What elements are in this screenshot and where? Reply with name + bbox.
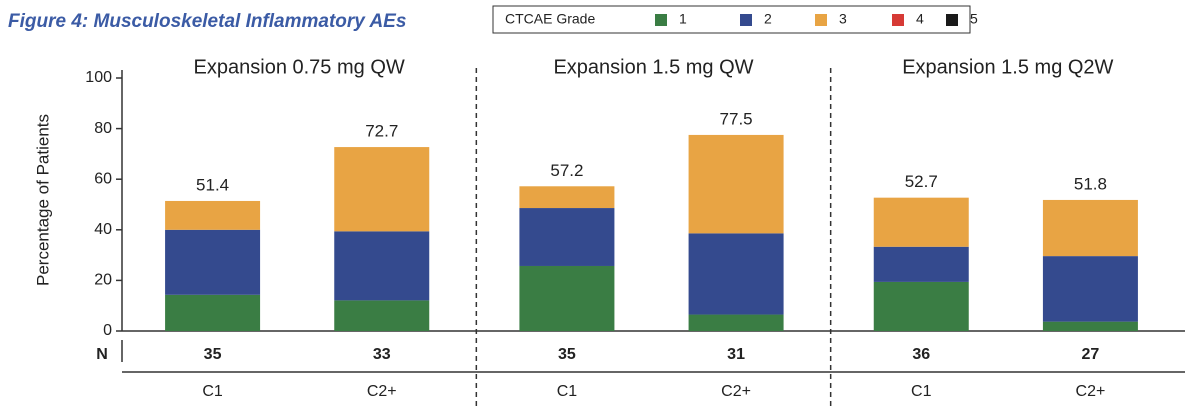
n-value: 35 (558, 346, 576, 363)
legend-swatch (655, 14, 667, 26)
group-title: Expansion 0.75 mg QW (194, 56, 405, 78)
total-label: 51.8 (1074, 174, 1107, 193)
bar-segment (688, 314, 784, 331)
y-tick-label: 80 (94, 120, 112, 137)
bar-segment (1042, 256, 1138, 322)
n-value: 31 (727, 346, 745, 363)
y-tick-label: 20 (94, 272, 112, 289)
x-tick-label: C1 (911, 383, 932, 400)
bar-segment (688, 233, 784, 315)
legend-swatch (946, 14, 958, 26)
bar-segment (873, 281, 969, 331)
x-tick-label: C2+ (367, 383, 397, 400)
legend-box (492, 5, 971, 34)
total-label: 52.7 (905, 172, 938, 191)
x-tick-label: C1 (202, 383, 223, 400)
x-tick-label: C2+ (1076, 383, 1106, 400)
n-value: 27 (1082, 346, 1100, 363)
n-value: 36 (912, 346, 930, 363)
y-tick-label: 100 (85, 69, 112, 86)
bar-segment (1042, 199, 1138, 257)
bar-segment (873, 246, 969, 282)
bar-segment (334, 300, 430, 331)
legend-swatch (815, 14, 827, 26)
bar-segment (1042, 321, 1138, 331)
n-value: 35 (204, 346, 222, 363)
bar-segment (519, 265, 615, 331)
x-tick-label: C1 (557, 383, 578, 400)
total-label: 57.2 (550, 161, 583, 180)
y-tick-label: 60 (94, 170, 112, 187)
legend-title: CTCAE Grade (505, 11, 595, 27)
chart-title: Figure 4: Musculoskeletal Inflammatory A… (8, 11, 406, 32)
legend-label: 1 (679, 11, 687, 27)
x-tick-label: C2+ (721, 383, 751, 400)
bar-segment (165, 200, 261, 230)
bar-segment (334, 231, 430, 301)
n-value: 33 (373, 346, 391, 363)
group-title: Expansion 1.5 mg QW (553, 56, 753, 78)
bar-segment (334, 147, 430, 232)
total-label: 77.5 (720, 109, 753, 128)
total-label: 51.4 (196, 175, 229, 194)
group-title: Expansion 1.5 mg Q2W (902, 56, 1113, 78)
legend-label: 3 (839, 11, 847, 27)
total-label: 72.7 (365, 122, 398, 141)
bar-segment (688, 134, 784, 234)
legend-swatch (740, 14, 752, 26)
legend-swatch (892, 14, 904, 26)
y-tick-label: 40 (94, 221, 112, 238)
n-label: N (96, 346, 108, 363)
y-axis-label: Percentage of Patients (33, 114, 52, 286)
legend-label: 4 (916, 11, 924, 27)
legend-label: 2 (764, 11, 772, 27)
bar-segment (165, 294, 261, 331)
y-tick-label: 0 (103, 322, 112, 339)
legend-label: 5 (970, 11, 978, 27)
bar-segment (519, 208, 615, 266)
bar-segment (519, 186, 615, 209)
bar-segment (873, 197, 969, 247)
bar-segment (165, 229, 261, 295)
